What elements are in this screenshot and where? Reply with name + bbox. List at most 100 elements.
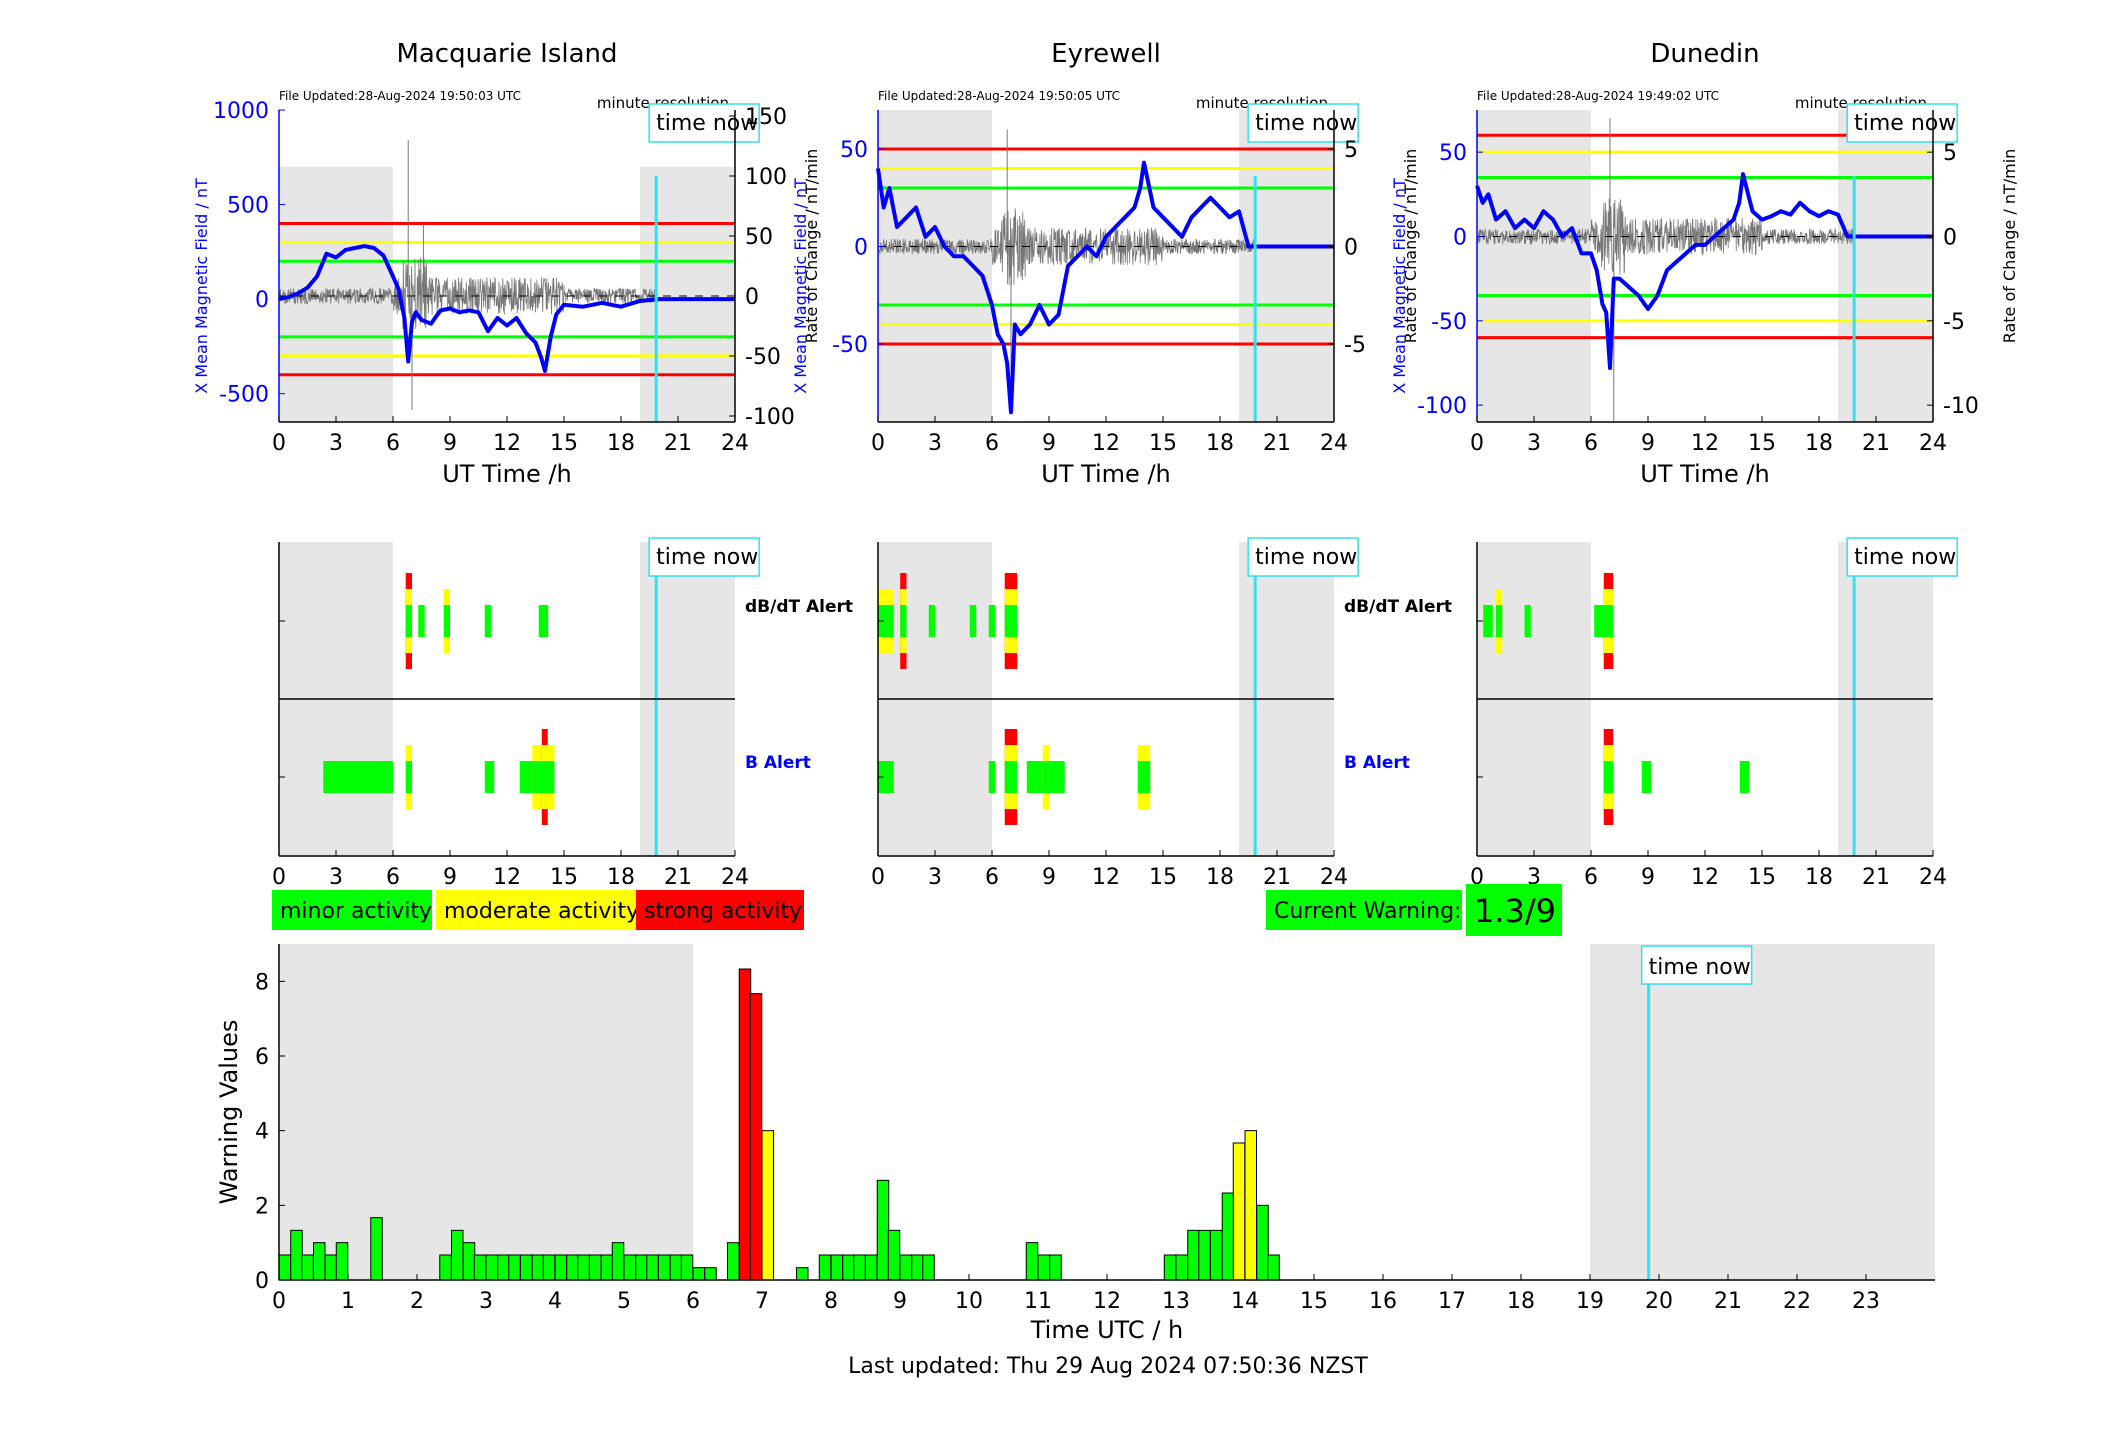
x-tick-label: 24 [1320, 431, 1348, 456]
x-tick-label: 15 [1149, 865, 1177, 890]
warning-bar [508, 1254, 521, 1281]
night-shade [1838, 110, 1933, 422]
time-now-label: time now [1854, 545, 1956, 570]
magnetometer-panels: Macquarie Island File Updated:28-Aug-2024… [192, 39, 2019, 488]
x-tick-label: 5 [617, 1289, 631, 1314]
x-tick-label: 6 [1584, 865, 1598, 890]
legend-strong-swatch [636, 890, 804, 930]
x-tick-label: 9 [1641, 865, 1655, 890]
current-warning: Current Warning: 1.3/9 [1266, 884, 1562, 936]
x-tick-label: 12 [1691, 431, 1719, 456]
warning-bar [623, 1254, 637, 1281]
warning-bar [876, 1179, 890, 1281]
alert-mark-minor [545, 761, 555, 793]
warning-bar [749, 993, 763, 1281]
station-title: Eyrewell [1051, 39, 1161, 69]
x-tick-label: 13 [1162, 1289, 1190, 1314]
x-tick-label: 19 [1576, 1289, 1604, 1314]
warning-bar [899, 1254, 913, 1281]
x-tick-label: 21 [1862, 865, 1890, 890]
alert-mark-minor [1004, 605, 1018, 637]
time-now-label: time now [1649, 955, 1751, 980]
y-tick-label-right: -100 [745, 405, 795, 430]
x-tick-label: 8 [824, 1289, 838, 1314]
x-tick-label: 12 [1092, 865, 1120, 890]
x-tick-label: 24 [1919, 431, 1947, 456]
legend-minor-swatch [272, 890, 432, 930]
warning-bar [554, 1254, 568, 1281]
warning-bar [370, 1217, 383, 1281]
alert-mark-minor [323, 761, 393, 793]
y-tick-label-right: -10 [1943, 394, 1979, 419]
rate-of-change-line [877, 208, 1256, 285]
x-tick-label: 17 [1438, 1289, 1466, 1314]
y-tick-label-left: 0 [854, 236, 868, 261]
alert-panel-3: time now 0 3 6 9 12 15 18 21 24 [1470, 537, 1958, 890]
alert-mark-minor [988, 605, 996, 637]
b-alert-label: B Alert [745, 753, 811, 773]
alert-mark-minor [443, 605, 450, 637]
y-tick-label: 0 [255, 1269, 269, 1294]
y-tick-label-right: 5 [1943, 141, 1957, 166]
x-tick-label: 0 [871, 865, 885, 890]
time-now-label: time now [1255, 111, 1357, 136]
alert-mark-minor [887, 605, 894, 637]
warning-bar [704, 1267, 717, 1281]
x-tick-label: 15 [1149, 431, 1177, 456]
warning-bar [335, 1242, 349, 1281]
y-tick-label-right: 0 [1943, 225, 1957, 250]
x-tick-label: 14 [1231, 1289, 1259, 1314]
warning-bar [818, 1254, 832, 1281]
dbdt-alert-label: dB/dT Alert [745, 597, 853, 617]
x-tick-label: 6 [386, 865, 400, 890]
x-tick-label: 18 [607, 431, 635, 456]
warning-bar [692, 1267, 706, 1281]
y-axis-label-right: Rate of Change / nT/min [1401, 149, 1420, 344]
alert-mark-minor [418, 605, 425, 637]
station-title: Dunedin [1650, 39, 1759, 69]
panel-3: Dunedin File Updated:28-Aug-2024 19:49:02… [1390, 39, 2019, 488]
time-now-label: time now [656, 545, 758, 570]
warning-bar [290, 1229, 303, 1281]
magnetic-field-line [876, 160, 1334, 415]
time-now-label: time now [1255, 545, 1357, 570]
warning-bar [301, 1254, 314, 1281]
alert-mark-minor [878, 761, 894, 793]
time-now-label: time now [1854, 111, 1956, 136]
x-tick-label: 18 [1507, 1289, 1535, 1314]
x-tick-label: 6 [686, 1289, 700, 1314]
time-now-box [1247, 103, 1359, 143]
y-tick-label-left: -50 [1431, 310, 1467, 335]
y-tick-label-left: 1000 [213, 99, 269, 124]
x-tick-label: 2 [410, 1289, 424, 1314]
alert-mark-minor [1603, 605, 1614, 637]
x-tick-label: 18 [1206, 865, 1234, 890]
x-tick-label: 6 [985, 865, 999, 890]
night-shade [1477, 110, 1591, 422]
alert-mark-minor [1739, 761, 1750, 793]
time-now-box [1846, 537, 1958, 577]
y-tick-label-right: 0 [745, 285, 759, 310]
night-shade [1590, 944, 1935, 1280]
warning-bar [600, 1254, 614, 1281]
x-tick-label: 12 [493, 431, 521, 456]
x-tick-label: 9 [443, 431, 457, 456]
warning-bar [1037, 1254, 1051, 1281]
x-tick-label: 21 [1862, 431, 1890, 456]
y-axis-label-right: Rate of Change / nT/min [802, 149, 821, 344]
x-tick-label: 0 [1470, 865, 1484, 890]
warning-bar [635, 1254, 648, 1281]
x-tick-label: 24 [1320, 865, 1348, 890]
y-tick-label: 4 [255, 1120, 269, 1145]
y-tick-label-left: 500 [227, 194, 269, 219]
x-tick-label: 18 [1206, 431, 1234, 456]
x-tick-label: 0 [1470, 431, 1484, 456]
alert-mark-minor [1496, 605, 1503, 637]
warning-bar [531, 1254, 545, 1281]
night-shade [279, 944, 693, 1280]
alert-mark-minor [1042, 761, 1049, 793]
alert-mark-minor [541, 761, 548, 793]
warning-bar [1175, 1254, 1189, 1281]
x-axis-label: UT Time /h [1041, 460, 1171, 488]
alert-mark-minor [405, 605, 412, 637]
